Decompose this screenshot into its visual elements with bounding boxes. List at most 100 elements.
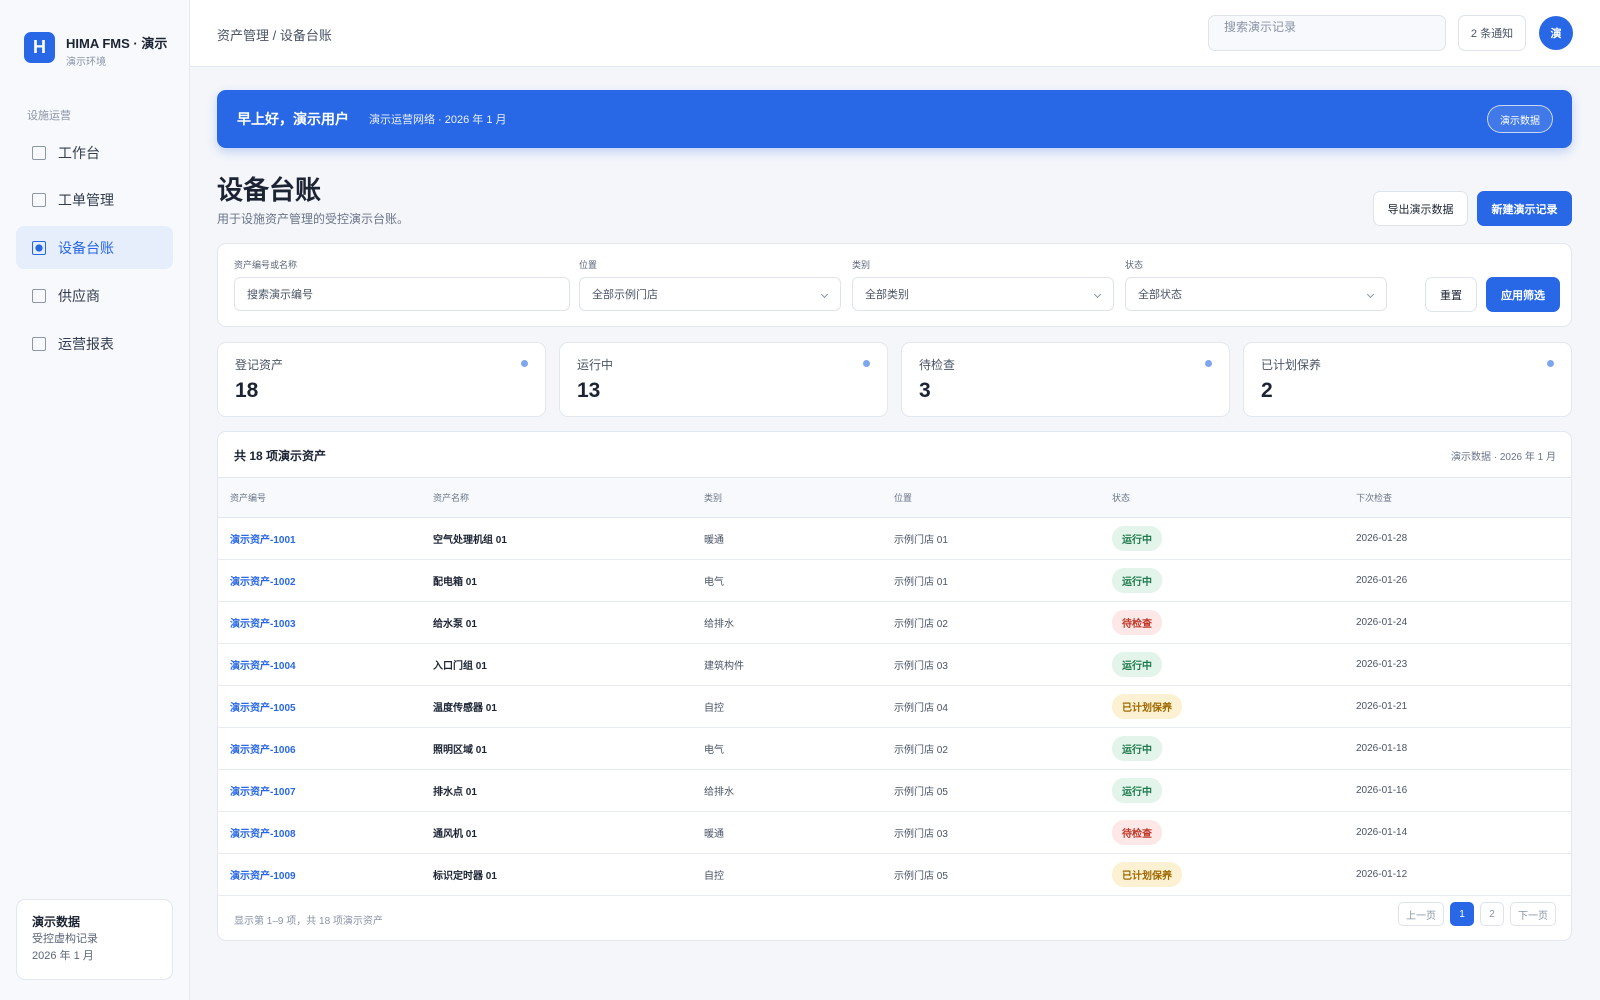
- page-title: 设备台账: [217, 175, 322, 205]
- table-cell: 示例门店 02: [882, 601, 1100, 644]
- table-row[interactable]: 演示资产-1004 入口门组 01 建筑构件 示例门店 03 运行中 2026-01-23: [218, 643, 1571, 686]
- status-cell: 运行中: [1100, 517, 1344, 560]
- status-cell: 运行中: [1100, 559, 1344, 602]
- reset-button[interactable]: 重置: [1425, 277, 1477, 312]
- table-cell: 入口门组 01: [421, 643, 692, 686]
- stat-value: 18: [235, 379, 259, 402]
- column-header: 类别: [692, 477, 882, 518]
- footer-line: 受控虚构记录: [32, 933, 98, 945]
- table-body: 演示资产-1001 空气处理机组 01 暖通 示例门店 01 运行中 2026-01-28…: [218, 517, 1571, 896]
- table-title: 共 18 项演示资产: [234, 449, 327, 463]
- stat-label: 运行中: [577, 358, 614, 372]
- asset-id[interactable]: 演示资产-1004: [218, 643, 421, 686]
- search[interactable]: 搜索演示记录: [1208, 15, 1446, 51]
- table-row[interactable]: 演示资产-1007 排水点 01 给排水 示例门店 05 运行中 2026-01-16: [218, 769, 1571, 812]
- avatar[interactable]: 演: [1539, 16, 1573, 50]
- table-summary: 显示第 1–9 项，共 18 项演示资产: [234, 916, 383, 927]
- footer-title: 演示数据: [32, 915, 81, 929]
- table-row[interactable]: 演示资产-1008 通风机 01 暖通 示例门店 03 待检查 2026-01-14: [218, 811, 1571, 854]
- banner: 早上好，演示用户 演示运营网络 · 2026 年 1 月 演示数据: [217, 90, 1572, 148]
- table-row[interactable]: 演示资产-1002 配电箱 01 电气 示例门店 01 运行中 2026-01-26: [218, 559, 1571, 602]
- next-page[interactable]: 下一页: [1510, 902, 1556, 926]
- page-button[interactable]: 2: [1480, 902, 1504, 926]
- notifications[interactable]: 2 条通知: [1458, 15, 1526, 51]
- table-cell: 2026-01-18: [1344, 727, 1571, 770]
- stat-card: 登记资产 18: [217, 342, 546, 417]
- table-cell: 示例门店 05: [882, 769, 1100, 812]
- table-cell: 2026-01-16: [1344, 769, 1571, 812]
- column-header: 资产名称: [421, 477, 692, 518]
- table-cell: 2026-01-24: [1344, 601, 1571, 644]
- apply-button[interactable]: 应用筛选: [1486, 277, 1560, 312]
- table-cell: 示例门店 05: [882, 853, 1100, 896]
- filters: 重置 应用筛选 资产编号或名称 搜索演示编号 位置 全部示例门店 类别 全部类别 状态 全部状…: [217, 243, 1572, 327]
- stat-card: 待检查 3: [901, 342, 1230, 417]
- table-cell: 自控: [692, 685, 882, 728]
- table-cell: 示例门店 03: [882, 811, 1100, 854]
- status-cell: 待检查: [1100, 601, 1344, 644]
- column-header: 位置: [882, 477, 1100, 518]
- create-button[interactable]: 新建演示记录: [1477, 191, 1572, 226]
- asset-table: 资产编号 资产名称 类别 位置 状态 下次检查 演示资产-1001 空气处理机组 01 暖通示…: [218, 477, 1571, 896]
- filter-label: 状态: [1125, 260, 1144, 270]
- asset-id[interactable]: 演示资产-1002: [218, 559, 421, 602]
- table-row[interactable]: 演示资产-1005 温度传感器 01 自控 示例门店 04 已计划保养 2026-01-2…: [218, 685, 1571, 728]
- nav-item[interactable]: 运营报表: [16, 322, 173, 365]
- asset-id[interactable]: 演示资产-1003: [218, 601, 421, 644]
- table-cell: 建筑构件: [692, 643, 882, 686]
- page-subtitle: 用于设施资产管理的受控演示台账。: [217, 212, 410, 226]
- table-cell: 自控: [692, 853, 882, 896]
- asset-id[interactable]: 演示资产-1007: [218, 769, 421, 812]
- nav-item[interactable]: 设备台账: [16, 226, 173, 269]
- table-cell: 给排水: [692, 769, 882, 812]
- filter-label: 位置: [579, 260, 598, 270]
- stat-card: 已计划保养 2: [1243, 342, 1572, 417]
- asset-id[interactable]: 演示资产-1009: [218, 853, 421, 896]
- table-row[interactable]: 演示资产-1001 空气处理机组 01 暖通 示例门店 01 运行中 2026-01-28: [218, 517, 1571, 560]
- table-cell: 2026-01-23: [1344, 643, 1571, 686]
- stat-value: 13: [577, 379, 601, 402]
- nav-item[interactable]: 工单管理: [16, 178, 173, 221]
- filter-input[interactable]: 全部类别: [852, 277, 1114, 311]
- greeting: 早上好，演示用户: [237, 111, 349, 127]
- status-badge: 运行中: [1112, 652, 1162, 677]
- column-header: 资产编号: [218, 477, 421, 518]
- stat-label: 待检查: [919, 358, 956, 372]
- page-button[interactable]: 1: [1450, 902, 1474, 926]
- table-cell: 2026-01-26: [1344, 559, 1571, 602]
- pagination: 上一页 1 2 下一页: [1398, 902, 1556, 926]
- prev-page[interactable]: 上一页: [1398, 902, 1444, 926]
- sidebar-footer: 演示数据 受控虚构记录 2026 年 1 月: [16, 899, 173, 980]
- banner-badge[interactable]: 演示数据: [1487, 105, 1553, 133]
- stat-value: 3: [919, 379, 931, 402]
- status-badge: 待检查: [1112, 610, 1162, 635]
- export-button[interactable]: 导出演示数据: [1373, 191, 1468, 226]
- table-row[interactable]: 演示资产-1003 给水泵 01 给排水 示例门店 02 待检查 2026-01-24: [218, 601, 1571, 644]
- sidebar: H HIMA FMS · 演示 演示环境 设施运营 工作台 工单管理 设备台账 …: [0, 0, 190, 1000]
- table-cell: 标识定时器 01: [421, 853, 692, 896]
- table-cell: 电气: [692, 559, 882, 602]
- breadcrumb: 资产管理 / 设备台账: [217, 28, 332, 43]
- table-row[interactable]: 演示资产-1009 标识定时器 01 自控 示例门店 05 已计划保养 2026-01-1…: [218, 853, 1571, 896]
- table-row[interactable]: 演示资产-1006 照明区域 01 电气 示例门店 02 运行中 2026-01-18: [218, 727, 1571, 770]
- filter-input[interactable]: 全部状态: [1125, 277, 1387, 311]
- table-cell: 暖通: [692, 811, 882, 854]
- stat-label: 登记资产: [235, 358, 284, 372]
- asset-id[interactable]: 演示资产-1006: [218, 727, 421, 770]
- status-badge: 运行中: [1112, 778, 1162, 803]
- table-meta: 演示数据 · 2026 年 1 月: [1450, 452, 1556, 463]
- asset-id[interactable]: 演示资产-1008: [218, 811, 421, 854]
- logo: H: [24, 32, 55, 63]
- table-cell: 给排水: [692, 601, 882, 644]
- asset-id[interactable]: 演示资产-1001: [218, 517, 421, 560]
- table-cell: 温度传感器 01: [421, 685, 692, 728]
- column-header: 状态: [1100, 477, 1344, 518]
- asset-id[interactable]: 演示资产-1005: [218, 685, 421, 728]
- nav-item[interactable]: 供应商: [16, 274, 173, 317]
- nav-item[interactable]: 工作台: [16, 131, 173, 174]
- filter-input[interactable]: 搜索演示编号: [234, 277, 570, 311]
- table-cell: 示例门店 04: [882, 685, 1100, 728]
- filter-input[interactable]: 全部示例门店: [579, 277, 841, 311]
- header-row: 资产编号 资产名称 类别 位置 状态 下次检查: [218, 477, 1571, 518]
